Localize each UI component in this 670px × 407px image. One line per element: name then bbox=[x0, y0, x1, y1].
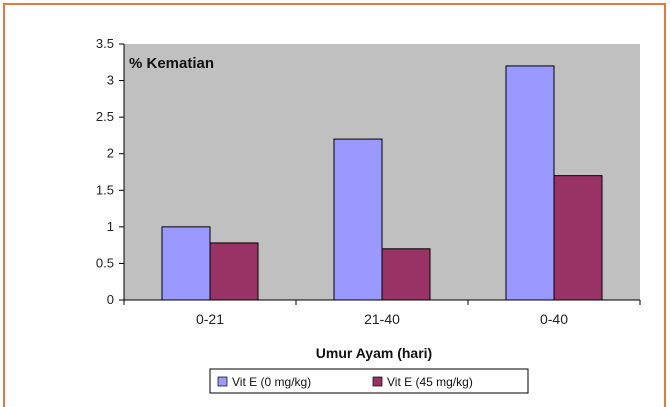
y-tick-label: 0.5 bbox=[96, 255, 114, 270]
y-tick-label: 1.5 bbox=[96, 182, 114, 197]
legend-label-vit-e-0: Vit E (0 mg/kg) bbox=[232, 375, 311, 389]
chart-frame bbox=[3, 3, 666, 407]
y-tick-label: 3.5 bbox=[96, 36, 114, 51]
bar-vit-e-45-21-40 bbox=[381, 248, 431, 301]
legend-label-vit-e-45: Vit E (45 mg/kg) bbox=[387, 375, 473, 389]
x-tick-label: 0-21 bbox=[196, 311, 224, 327]
y-tick-label: 1 bbox=[107, 219, 114, 234]
x-axis-label: Umur Ayam (hari) bbox=[316, 345, 432, 361]
legend-box bbox=[209, 368, 529, 394]
y-tick-label: 2.5 bbox=[96, 109, 114, 124]
chart-annotation: % Kematian bbox=[129, 55, 214, 72]
bar-vit-e-45-0-21 bbox=[209, 242, 259, 301]
bar-vit-e-45-0-40 bbox=[553, 175, 603, 301]
x-tick-label: 21-40 bbox=[364, 311, 400, 327]
y-tick-label: 2 bbox=[107, 146, 114, 161]
legend: Vit E (0 mg/kg) Vit E (45 mg/kg) bbox=[209, 368, 529, 394]
bar-vit-e-0-0-40 bbox=[505, 65, 555, 301]
bar-vit-e-0-21-40 bbox=[333, 138, 383, 301]
bar-vit-e-0-0-21 bbox=[161, 226, 211, 301]
x-tick-label: 0-40 bbox=[540, 311, 568, 327]
legend-swatch-vit-e-45 bbox=[372, 376, 383, 387]
y-tick-label: 3 bbox=[107, 73, 114, 88]
legend-swatch-vit-e-0 bbox=[217, 376, 228, 387]
y-tick-label: 0 bbox=[107, 292, 114, 307]
